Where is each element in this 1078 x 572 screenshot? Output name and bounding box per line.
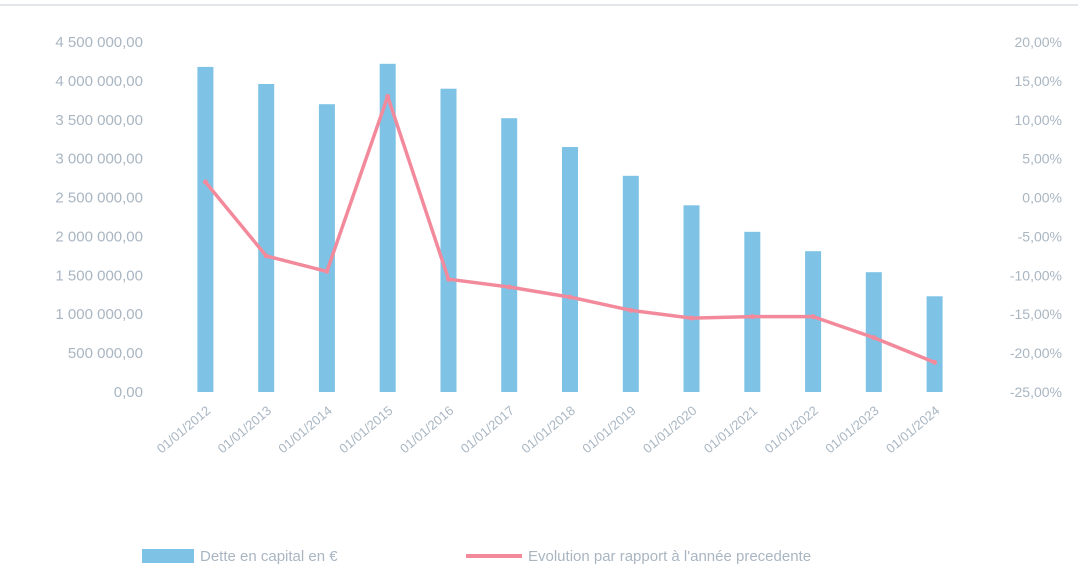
line-point-8 bbox=[628, 307, 634, 313]
bar-2 bbox=[258, 84, 275, 392]
line-point-2 bbox=[263, 253, 269, 259]
line-layer bbox=[202, 93, 938, 365]
x-tick-label: 01/01/2023 bbox=[822, 403, 881, 456]
line-point-12 bbox=[871, 335, 877, 341]
line-point-10 bbox=[749, 314, 755, 320]
x-tick-label: 01/01/2017 bbox=[458, 403, 517, 456]
line-point-5 bbox=[446, 276, 451, 282]
bar-3 bbox=[318, 104, 335, 392]
left-tick-label: 500 000,00 bbox=[68, 345, 143, 362]
x-tick-label: 01/01/2016 bbox=[397, 403, 456, 456]
x-tick-label: 01/01/2022 bbox=[762, 403, 821, 456]
legend-line-label: Evolution par rapport à l'année preceden… bbox=[528, 548, 811, 565]
x-tick-label: 01/01/2015 bbox=[336, 403, 395, 456]
left-tick-label: 4 500 000,00 bbox=[55, 34, 143, 51]
legend-bar-label: Dette en capital en € bbox=[200, 548, 338, 565]
right-axis: -25,00% -20,00% -15,00% -10,00% -5,00% 0,00% 5… bbox=[1010, 34, 1062, 400]
left-tick-label: 0,00 bbox=[114, 384, 143, 401]
bar-1 bbox=[197, 66, 214, 393]
left-axis: 0,00 500 000,00 1 000 000,00 1 500 000,00 2 … bbox=[55, 34, 143, 401]
bar-10 bbox=[744, 231, 761, 392]
left-tick-label: 3 000 000,00 bbox=[55, 151, 143, 168]
left-tick-label: 1 000 000,00 bbox=[55, 306, 143, 323]
x-tick-label: 01/01/2018 bbox=[518, 403, 577, 456]
right-tick-label: -5,00% bbox=[1018, 228, 1062, 244]
bar-11 bbox=[805, 251, 822, 392]
bar-7 bbox=[562, 147, 578, 392]
bar-9 bbox=[683, 205, 700, 392]
bar-12 bbox=[865, 272, 882, 392]
legend: Dette en capital en € Evolution par rapp… bbox=[142, 548, 811, 565]
left-tick-label: 1 500 000,00 bbox=[55, 267, 143, 284]
right-tick-label: 20,00% bbox=[1015, 34, 1062, 50]
line-point-1 bbox=[202, 179, 208, 185]
bar-4 bbox=[379, 63, 396, 393]
right-tick-label: -15,00% bbox=[1010, 306, 1062, 322]
line-point-11 bbox=[810, 314, 816, 320]
x-tick-label: 01/01/2014 bbox=[275, 403, 334, 456]
right-tick-label: 10,00% bbox=[1015, 112, 1062, 128]
right-tick-label: -25,00% bbox=[1010, 384, 1062, 400]
bar-8 bbox=[622, 175, 639, 392]
right-tick-label: 5,00% bbox=[1022, 151, 1062, 167]
right-tick-label: -10,00% bbox=[1010, 267, 1062, 283]
line-point-3 bbox=[324, 268, 330, 274]
line-point-4 bbox=[385, 93, 391, 99]
bar-13 bbox=[926, 296, 943, 392]
line-point-6 bbox=[506, 284, 512, 290]
line-point-9 bbox=[689, 315, 694, 321]
line-point-7 bbox=[567, 294, 573, 300]
right-tick-label: 15,00% bbox=[1015, 73, 1062, 89]
left-tick-label: 2 000 000,00 bbox=[55, 228, 143, 245]
x-tick-label: 01/01/2020 bbox=[640, 403, 699, 456]
line-point-13 bbox=[932, 359, 938, 365]
bars-layer bbox=[197, 63, 943, 393]
right-tick-label: -20,00% bbox=[1010, 345, 1062, 361]
x-tick-label: 01/01/2013 bbox=[215, 403, 274, 456]
x-tick-label: 01/01/2019 bbox=[579, 403, 638, 456]
x-axis: 01/01/2012 01/01/2013 01/01/2014 01/01/2015… bbox=[154, 403, 943, 456]
x-tick-label: 01/01/2012 bbox=[154, 403, 213, 456]
bar-5 bbox=[440, 88, 457, 392]
x-tick-label: 01/01/2024 bbox=[883, 403, 942, 456]
left-tick-label: 3 500 000,00 bbox=[55, 112, 143, 129]
left-tick-label: 4 000 000,00 bbox=[55, 73, 143, 90]
right-tick-label: 0,00% bbox=[1022, 190, 1062, 206]
bar-6 bbox=[501, 118, 518, 392]
legend-bar-swatch bbox=[142, 549, 194, 563]
x-tick-label: 01/01/2021 bbox=[701, 403, 760, 456]
left-tick-label: 2 500 000,00 bbox=[55, 190, 143, 207]
